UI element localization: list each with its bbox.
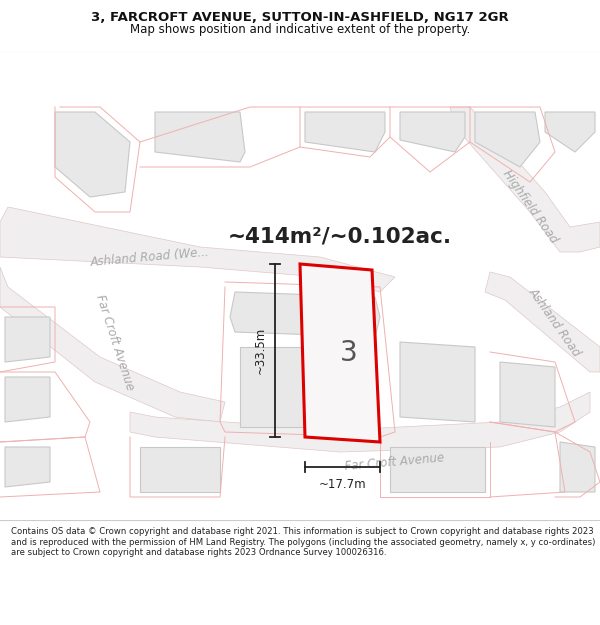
Text: Highfield Road: Highfield Road	[500, 168, 560, 246]
Polygon shape	[240, 347, 310, 427]
Text: 3: 3	[340, 339, 358, 367]
Text: ~17.7m: ~17.7m	[319, 479, 367, 491]
Text: Far Croft Avenue: Far Croft Avenue	[94, 292, 137, 391]
Polygon shape	[230, 292, 380, 337]
Polygon shape	[545, 112, 595, 152]
Polygon shape	[155, 112, 245, 162]
Polygon shape	[450, 107, 600, 252]
Polygon shape	[560, 442, 595, 492]
Text: 3, FARCROFT AVENUE, SUTTON-IN-ASHFIELD, NG17 2GR: 3, FARCROFT AVENUE, SUTTON-IN-ASHFIELD, …	[91, 11, 509, 24]
Text: Far Croft Avenue: Far Croft Avenue	[344, 451, 445, 473]
Polygon shape	[140, 447, 220, 492]
Polygon shape	[0, 267, 225, 422]
Text: Ashland Road: Ashland Road	[526, 285, 584, 359]
Text: Ashland Road (We...: Ashland Road (We...	[90, 246, 210, 269]
Text: ~33.5m: ~33.5m	[254, 327, 266, 374]
Polygon shape	[500, 362, 555, 427]
Polygon shape	[130, 392, 590, 452]
Polygon shape	[300, 264, 380, 442]
Polygon shape	[5, 447, 50, 487]
Text: Map shows position and indicative extent of the property.: Map shows position and indicative extent…	[130, 23, 470, 36]
Polygon shape	[55, 112, 130, 197]
Polygon shape	[475, 112, 540, 167]
Text: ~414m²/~0.102ac.: ~414m²/~0.102ac.	[228, 227, 452, 247]
Polygon shape	[485, 272, 600, 372]
Polygon shape	[400, 112, 465, 152]
Polygon shape	[305, 112, 385, 152]
Polygon shape	[5, 377, 50, 422]
Polygon shape	[390, 447, 485, 492]
Polygon shape	[400, 342, 475, 422]
Text: Contains OS data © Crown copyright and database right 2021. This information is : Contains OS data © Crown copyright and d…	[11, 528, 595, 557]
Polygon shape	[5, 317, 50, 362]
Polygon shape	[0, 207, 395, 292]
